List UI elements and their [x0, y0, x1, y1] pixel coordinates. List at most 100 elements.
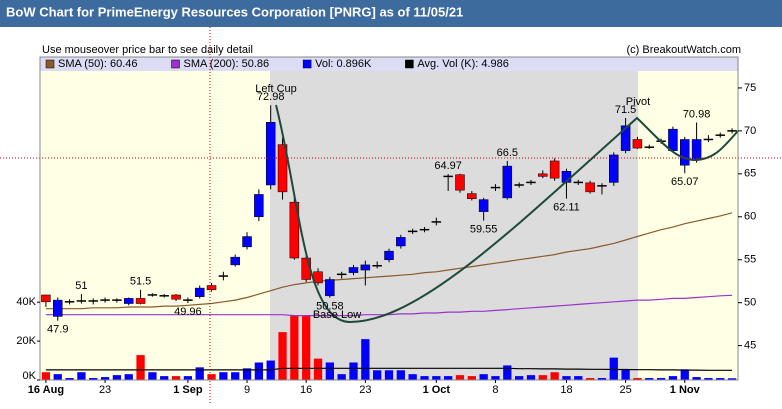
volume-bar — [302, 315, 311, 380]
x-tick-label: 16 Aug — [28, 384, 64, 396]
x-tick-label: 8 — [492, 384, 498, 396]
volume-bar — [41, 372, 51, 380]
price-label: 71.5 — [615, 104, 636, 116]
volume-bar — [219, 372, 228, 380]
volume-bar — [148, 372, 157, 380]
candle-body — [277, 144, 288, 193]
x-tick-label: 23 — [359, 384, 371, 396]
candle-body — [348, 267, 359, 273]
y2-tick-label: 0K — [23, 370, 37, 382]
volume-bar — [195, 367, 204, 380]
volume-bar — [89, 378, 98, 380]
legend-label: Avg. Vol (K): 4.986 — [417, 58, 509, 70]
volume-bar — [171, 376, 181, 380]
volume-bar — [680, 369, 689, 380]
x-tick-label: 1 Nov — [670, 384, 701, 396]
volume-bar — [467, 376, 476, 380]
volume-bar — [503, 365, 512, 380]
volume-bar — [597, 378, 607, 380]
price-label: 51.5 — [130, 276, 151, 288]
candle-body — [265, 122, 276, 186]
volume-bar — [207, 374, 216, 380]
candle-body — [478, 199, 489, 212]
x-tick-label: 1 Oct — [423, 384, 451, 396]
candle-body — [609, 154, 619, 183]
y-tick-label: 50 — [744, 297, 756, 309]
x-tick-label: 25 — [619, 384, 631, 396]
price-label: 59.55 — [470, 224, 498, 236]
volume-bar — [633, 378, 642, 380]
volume-bar — [373, 370, 382, 380]
x-tick-label: 16 — [300, 384, 312, 396]
volume-bar — [514, 376, 524, 380]
y-tick-label: 65 — [744, 168, 756, 180]
plot-frame — [39, 56, 739, 381]
y-tick-label: 55 — [744, 254, 756, 266]
candle-body — [242, 236, 252, 248]
price-label: 51 — [75, 280, 87, 292]
volume-bar — [183, 376, 193, 380]
y2-tick-label: 20K — [16, 335, 36, 347]
volume-bar — [361, 339, 370, 380]
volume-bar — [53, 374, 62, 380]
volume-bar — [727, 378, 737, 380]
volume-bar — [668, 376, 678, 380]
candle-body — [171, 294, 181, 300]
candle-body — [360, 264, 371, 271]
volume-bar — [408, 374, 417, 380]
pattern-label: Left Cup — [255, 83, 297, 95]
x-tick-label: 23 — [99, 384, 111, 396]
candle-body — [502, 165, 513, 199]
candle-body — [538, 173, 548, 177]
candle-body — [668, 128, 678, 151]
legend-swatch — [405, 59, 414, 69]
volume-bar — [526, 375, 536, 380]
y-tick-label: 75 — [744, 82, 756, 94]
candle-body — [680, 139, 690, 166]
volume-bar — [538, 375, 547, 380]
price-label: 62.11 — [553, 202, 580, 214]
volume-bar — [479, 374, 488, 380]
volume-bar — [278, 332, 287, 380]
volume-bar — [100, 377, 110, 380]
volume-bar — [609, 357, 618, 380]
volume-bar — [77, 372, 86, 380]
candle-body — [41, 294, 51, 303]
legend-swatch — [45, 59, 55, 69]
x-tick-label: 9 — [244, 384, 250, 396]
volume-bar — [716, 378, 725, 380]
candle-body — [123, 298, 134, 304]
candle-body — [53, 299, 63, 317]
volume-bar — [656, 378, 666, 380]
volume-bar — [325, 362, 334, 380]
candle-body — [585, 182, 595, 193]
price-label: 66.5 — [497, 147, 518, 159]
volume-bar — [124, 374, 133, 380]
y-tick-label: 45 — [744, 340, 756, 352]
volume-bar — [491, 376, 500, 380]
volume-bar — [160, 376, 169, 380]
price-label: 50.58 — [316, 301, 344, 313]
candle-body — [396, 237, 406, 247]
volume-bar — [254, 362, 264, 380]
chart-title: BoW Chart for PrimeEnergy Resources Corp… — [6, 4, 463, 19]
volume-bar — [112, 375, 122, 380]
volume-bar — [136, 355, 145, 380]
title-bar — [0, 0, 782, 27]
line-series — [45, 212, 733, 310]
credit: (c) BreakoutWatch.com — [626, 44, 741, 56]
volume-bar — [704, 378, 713, 380]
volume-bar — [384, 370, 394, 380]
volume-bar — [349, 362, 358, 380]
volume-bar — [242, 368, 252, 380]
y2-tick-label: 40K — [16, 296, 36, 308]
volume-bar — [337, 374, 346, 380]
volume-bar — [455, 375, 465, 380]
volume-bar — [313, 358, 323, 380]
price-label: 70.98 — [683, 108, 711, 120]
price-label: 49.96 — [174, 306, 202, 318]
volume-bar — [562, 376, 571, 380]
candle-body — [194, 287, 205, 297]
volume-bar — [432, 376, 441, 380]
